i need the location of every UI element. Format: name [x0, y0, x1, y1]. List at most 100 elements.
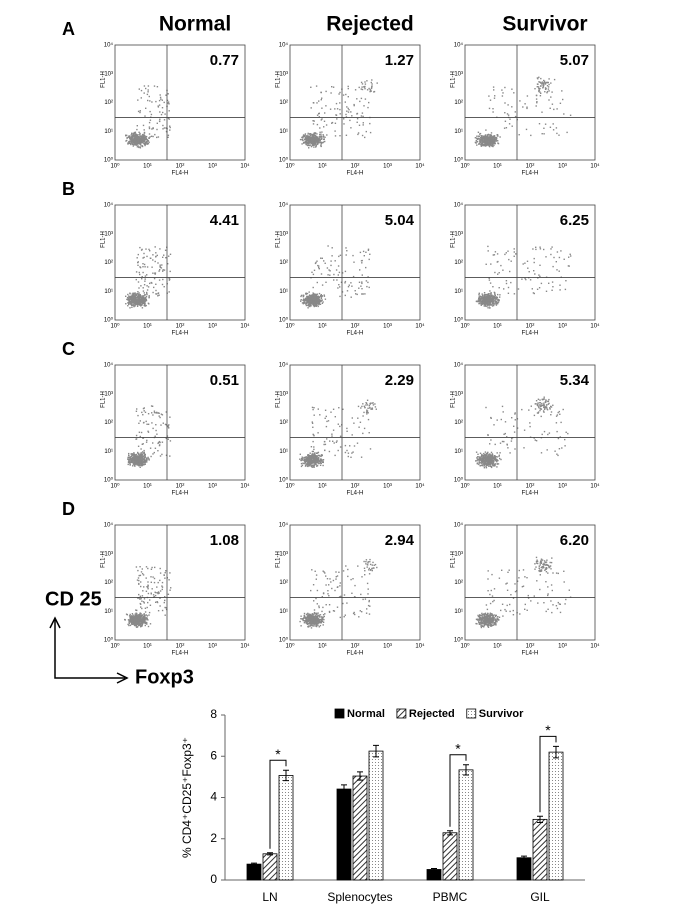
event-dot [540, 92, 542, 94]
event-dot [565, 431, 567, 433]
event-dot [482, 300, 484, 303]
event-dot [316, 143, 318, 145]
event-dot [147, 625, 150, 628]
event-dot [317, 305, 319, 308]
event-dot [308, 300, 311, 303]
event-dot [162, 124, 164, 127]
event-dot [548, 402, 550, 405]
event-dot [342, 408, 344, 410]
event-dot [145, 461, 147, 463]
event-dot [363, 255, 365, 257]
event-dot [539, 404, 541, 406]
y-tick-label: 10¹ [104, 129, 113, 135]
event-dot [556, 251, 559, 253]
event-dot [152, 427, 154, 430]
event-dot [312, 286, 314, 289]
event-dot [314, 460, 317, 463]
event-dot [138, 292, 140, 294]
event-dot [165, 411, 167, 413]
event-dot [138, 462, 140, 464]
event-dot [533, 270, 535, 272]
event-dot [140, 302, 143, 304]
event-dot [306, 459, 308, 461]
event-dot [485, 406, 487, 409]
event-dot [139, 140, 142, 143]
event-dot [311, 301, 313, 303]
event-dot [306, 298, 308, 300]
x-tick-label: 10⁰ [285, 163, 295, 170]
event-dot [350, 296, 352, 298]
event-dot [484, 454, 487, 456]
event-dot [539, 87, 541, 90]
event-dot [481, 293, 483, 295]
event-dot [481, 453, 483, 456]
event-dot [144, 144, 146, 147]
event-dot [495, 137, 497, 139]
event-dot [534, 408, 537, 410]
event-dot [496, 458, 498, 461]
event-dot [485, 454, 487, 456]
event-dot [494, 139, 497, 141]
event-dot [549, 107, 551, 109]
event-dot [563, 113, 565, 115]
event-dot [313, 102, 315, 104]
event-dot [300, 300, 302, 302]
event-dot [364, 81, 366, 83]
event-dot [544, 407, 547, 409]
event-dot [498, 299, 500, 301]
event-dot [537, 78, 539, 80]
event-dot [145, 577, 147, 579]
event-dot [127, 460, 130, 462]
event-dot [321, 299, 323, 301]
event-dot [482, 298, 484, 300]
event-dot [128, 461, 130, 464]
event-dot [359, 251, 362, 254]
event-dot [141, 457, 143, 460]
event-dot [312, 426, 314, 428]
event-dot [478, 298, 480, 300]
event-dot [507, 286, 510, 289]
event-dot [488, 453, 490, 456]
event-dot [321, 131, 323, 133]
event-dot [129, 137, 131, 140]
event-dot [504, 253, 506, 256]
panel-frame [464, 364, 596, 481]
event-dot [128, 624, 130, 627]
event-dot [133, 301, 135, 303]
event-dot [310, 446, 313, 448]
event-dot [337, 423, 339, 425]
event-dot [330, 92, 332, 94]
event-dot [511, 438, 513, 440]
event-dot [558, 270, 560, 272]
event-dot [143, 299, 146, 301]
event-dot [364, 83, 367, 85]
event-dot [505, 280, 508, 282]
event-dot [365, 402, 367, 404]
event-dot [563, 258, 565, 260]
x-tick-label: 10³ [558, 164, 567, 170]
event-dot [302, 462, 304, 464]
event-dot [477, 300, 480, 303]
event-dot [315, 305, 317, 307]
event-dot [132, 298, 134, 300]
event-dot [136, 303, 138, 305]
event-dot [159, 590, 162, 592]
event-dot [164, 614, 166, 616]
event-dot [314, 300, 316, 302]
event-dot [494, 294, 496, 296]
event-dot [490, 454, 492, 457]
event-dot [141, 607, 143, 610]
event-dot [527, 267, 529, 269]
event-dot [320, 143, 322, 145]
event-dot [568, 265, 570, 267]
event-dot [486, 297, 489, 299]
event-dot [487, 298, 490, 300]
event-dot [475, 139, 477, 142]
event-dot [143, 602, 145, 604]
event-dot [513, 248, 515, 250]
event-dot [534, 88, 536, 90]
event-dot [143, 463, 145, 465]
event-dot [159, 111, 161, 113]
event-dot [313, 458, 315, 460]
event-dot [509, 118, 511, 120]
